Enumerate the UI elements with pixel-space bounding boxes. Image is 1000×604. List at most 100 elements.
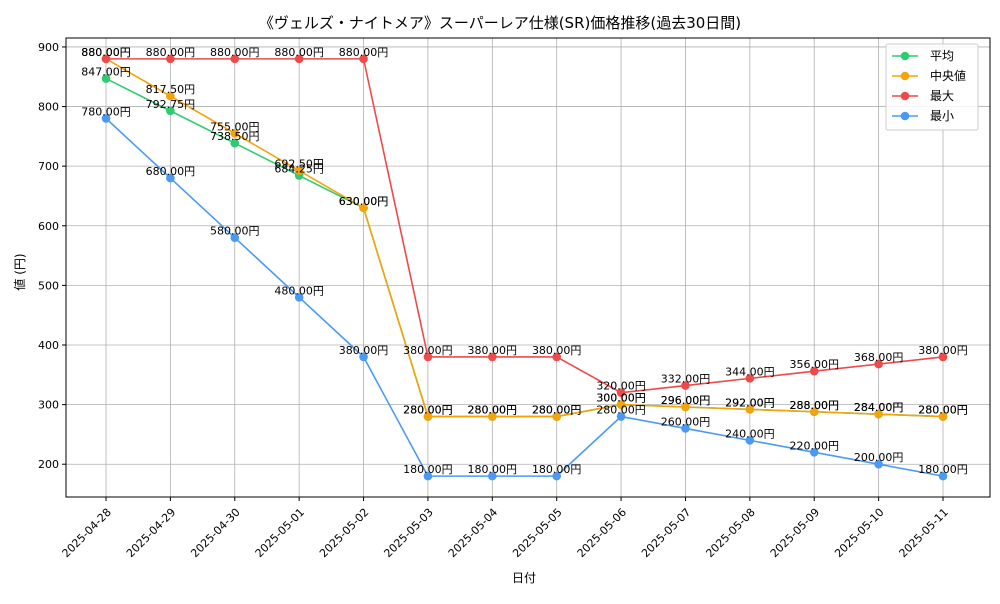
data-label: 380.00円 xyxy=(468,344,518,357)
data-label: 284.00円 xyxy=(854,401,904,414)
data-label: 296.00円 xyxy=(661,394,711,407)
data-point xyxy=(423,352,433,362)
data-label: 280.00円 xyxy=(532,404,582,417)
data-point xyxy=(359,352,368,362)
data-label: 880.00円 xyxy=(81,46,131,59)
data-point xyxy=(488,471,497,481)
data-point xyxy=(809,407,819,417)
data-point xyxy=(681,402,690,412)
y-tick-label: 600 xyxy=(38,220,59,233)
data-point xyxy=(874,409,883,419)
data-label: 692.50円 xyxy=(274,158,324,171)
data-label: 630.00円 xyxy=(339,195,389,208)
data-label: 332.00円 xyxy=(661,373,711,386)
data-label: 296.00円 xyxy=(661,394,711,407)
data-point xyxy=(230,138,240,148)
data-label: 792.75円 xyxy=(146,98,196,111)
data-point xyxy=(166,54,175,64)
data-point xyxy=(938,471,948,481)
chart-title: 《ヴェルズ・ナイトメア》スーパーレア仕様(SR)価格推移(過去30日間) xyxy=(259,14,741,32)
data-label: 580.00円 xyxy=(210,225,260,238)
data-label: 180.00円 xyxy=(918,463,968,476)
data-point xyxy=(294,293,304,302)
y-tick-label: 300 xyxy=(38,399,59,412)
data-point xyxy=(166,173,175,183)
data-label: 300.00円 xyxy=(596,392,646,405)
x-axis-title: 日付 xyxy=(512,571,536,585)
legend-swatch-marker xyxy=(900,111,910,121)
data-label: 880.00円 xyxy=(81,46,131,59)
series-line xyxy=(106,58,944,394)
data-label: 738.50円 xyxy=(210,130,260,143)
data-label: 280.00円 xyxy=(532,404,582,417)
data-point xyxy=(552,412,561,421)
y-tick-label: 500 xyxy=(38,279,59,292)
data-point xyxy=(681,381,690,390)
data-label: 344.00円 xyxy=(725,365,775,378)
data-label: 817.50円 xyxy=(146,83,196,96)
series-line xyxy=(105,58,944,418)
data-point xyxy=(874,459,883,469)
data-label: 284.00円 xyxy=(854,401,904,414)
data-label: 880.00円 xyxy=(210,46,260,59)
series-layer xyxy=(101,54,948,481)
data-point xyxy=(809,366,819,376)
data-label: 356.00円 xyxy=(789,358,839,371)
legend-swatch-marker xyxy=(900,51,910,61)
data-label: 320.00円 xyxy=(596,380,646,393)
legend-entry-label: 中央値 xyxy=(930,68,966,83)
data-point xyxy=(294,166,304,175)
data-point xyxy=(745,436,755,445)
data-point xyxy=(359,203,368,213)
data-point xyxy=(230,129,240,138)
legend-entry-label: 最大 xyxy=(930,89,954,103)
data-label: 292.00円 xyxy=(725,396,775,409)
data-label: 630.00円 xyxy=(339,195,389,208)
data-point xyxy=(616,412,626,421)
data-point xyxy=(423,471,433,481)
legend-swatch-marker xyxy=(900,71,910,81)
data-label: 847.00円 xyxy=(81,66,131,79)
data-label: 280.00円 xyxy=(596,404,646,417)
legend-swatch-marker xyxy=(900,91,910,101)
data-point xyxy=(488,352,497,362)
data-point xyxy=(681,424,690,433)
data-point xyxy=(166,106,175,116)
data-label: 280.00円 xyxy=(918,404,968,417)
grid-layer xyxy=(66,38,990,497)
data-label: 780.00円 xyxy=(81,105,131,118)
data-point xyxy=(488,412,497,421)
data-label: 755.00円 xyxy=(210,120,260,133)
data-label: 280.00円 xyxy=(918,404,968,417)
data-label: 368.00円 xyxy=(854,351,904,364)
plot-frame xyxy=(65,37,991,498)
y-axis-title: 値 (円) xyxy=(12,253,27,290)
y-tick-label: 400 xyxy=(38,339,59,352)
data-point xyxy=(294,54,304,64)
data-point xyxy=(874,359,883,369)
data-label: 380.00円 xyxy=(918,344,968,357)
data-point xyxy=(101,74,111,83)
data-label: 380.00円 xyxy=(339,344,389,357)
data-point xyxy=(423,412,433,421)
data-point xyxy=(616,388,626,397)
data-label: 880.00円 xyxy=(146,46,196,59)
data-label: 260.00円 xyxy=(661,415,711,428)
data-label: 300.00円 xyxy=(596,392,646,405)
data-label: 880.00円 xyxy=(339,46,389,59)
data-label: 880.00円 xyxy=(274,46,324,59)
data-label: 680.00円 xyxy=(146,165,196,178)
data-label-layer: 847.00円 792.75円 738.50円 684.25円 630.00円 280.0… xyxy=(81,46,968,476)
data-point xyxy=(166,91,175,101)
data-point xyxy=(359,54,368,64)
legend-entry-label: 最小 xyxy=(930,109,954,123)
data-point xyxy=(230,54,240,64)
data-label: 380.00円 xyxy=(532,344,582,357)
data-label: 180.00円 xyxy=(468,463,518,476)
data-point xyxy=(938,412,948,421)
data-point xyxy=(616,400,626,409)
data-label: 288.00円 xyxy=(789,399,839,412)
